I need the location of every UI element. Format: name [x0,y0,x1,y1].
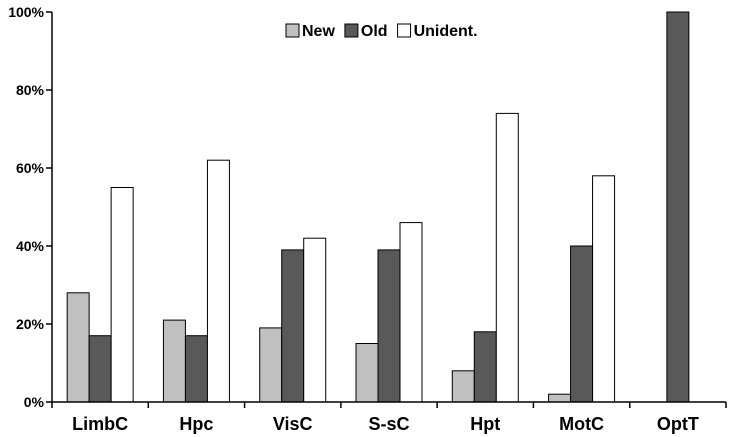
x-tick-label: LimbC [72,414,128,434]
y-axis-ticks: 0% 20% 40% 60% 80% 100% [8,4,52,410]
x-tick-label: VisC [273,414,313,434]
y-tick-label: 20% [16,316,45,332]
legend-label: Unident. [414,23,478,40]
legend-swatch-old [344,23,359,38]
bar-old-visc [281,249,305,403]
bar-unident-limbc [110,187,134,403]
x-tick-label: MotC [559,414,604,434]
bar-new-visc [259,327,283,403]
x-tick-label: OptT [657,414,699,434]
bar-old-s-sc [377,249,401,403]
bar-unident-s-sc [399,222,423,403]
axes [51,12,727,408]
bar-old-hpt [473,331,497,403]
bar-new-motc [548,393,572,403]
legend-swatch-unident [397,23,412,38]
x-tick-label: Hpt [470,414,500,434]
legend-swatch-new [285,23,300,38]
legend-label: New [302,23,335,40]
bar-old-optt [666,11,690,403]
bars [66,11,690,403]
bar-old-limbc [88,335,112,403]
bar-new-s-sc [355,343,379,403]
y-tick-label: 80% [16,82,45,98]
legend: New Old Unident. [285,23,478,40]
x-tick-label: Hpc [179,414,213,434]
bar-unident-hpc [206,159,230,403]
x-tick-label: S-sC [368,414,409,434]
y-tick-label: 40% [16,238,45,254]
legend-label: Old [361,23,388,40]
y-tick-label: 100% [8,4,44,20]
x-axis-labels: LimbC Hpc VisC S-sC Hpt MotC OptT [72,414,699,434]
y-tick-label: 60% [16,160,45,176]
bar-unident-hpt [495,112,519,403]
bar-unident-visc [303,237,327,403]
bar-unident-motc [592,175,616,403]
bar-new-hpc [162,319,186,403]
bar-new-hpt [451,370,475,403]
bar-old-hpc [184,335,208,403]
bar-new-limbc [66,292,90,403]
bar-old-motc [570,245,594,403]
y-tick-label: 0% [24,394,45,410]
